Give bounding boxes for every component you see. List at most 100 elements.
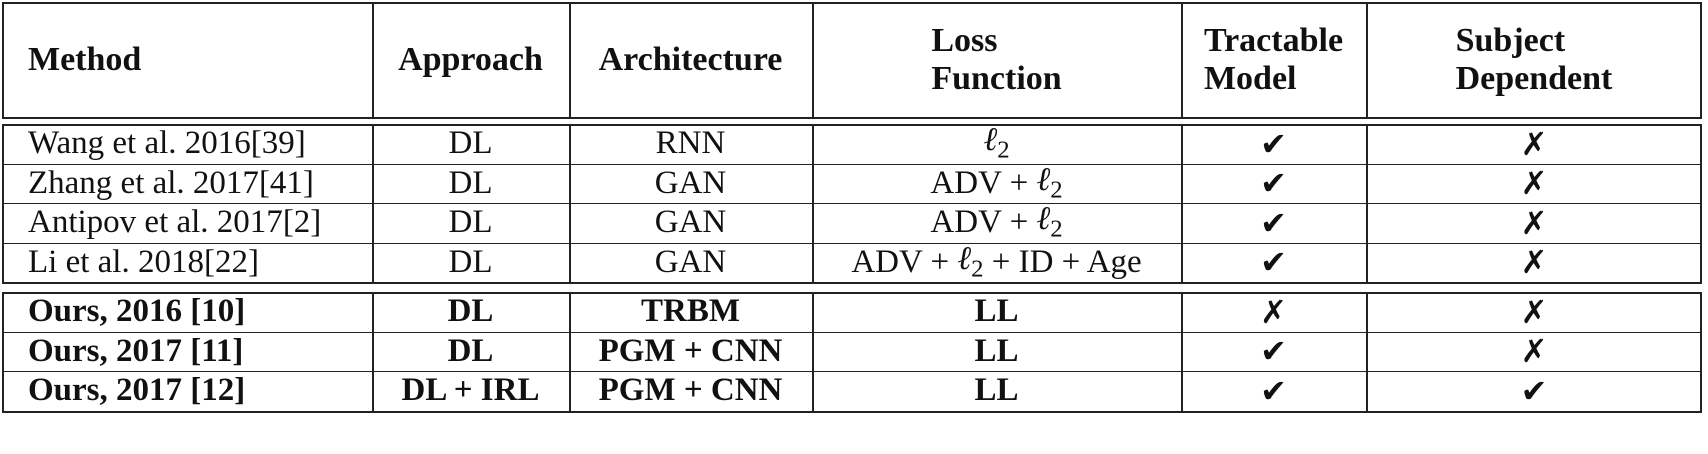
group1-bottom-border — [2, 282, 1702, 284]
method-cell: Wang et al. 2016 [39] — [2, 124, 372, 164]
group1-top-border — [2, 124, 1702, 126]
method-cell: Antipov et al. 2017 [2] — [2, 203, 372, 243]
citation-link[interactable]: [22] — [203, 243, 259, 280]
method-name: Ours, 2017 — [28, 332, 191, 369]
column-divider — [1366, 124, 1368, 284]
subject-dependent-mark: ✗ — [1366, 124, 1702, 164]
header-tractable-model: Tractable Model — [1181, 2, 1366, 117]
loss-cell: ADV + ℓ2 — [812, 161, 1181, 204]
architecture-value: GAN — [654, 204, 727, 241]
column-divider — [1366, 2, 1368, 119]
architecture-cell: GAN — [569, 203, 812, 243]
architecture-cell: PGM + CNN — [569, 332, 812, 372]
column-divider — [1181, 2, 1183, 119]
approach-cell: DL + IRL — [372, 371, 569, 411]
method-name: Wang et al. 2016 — [28, 125, 251, 162]
subject-dependent-mark: ✗ — [1366, 243, 1702, 283]
method-cell: Ours, 2017 [12] — [2, 371, 372, 411]
group2-top-border — [2, 292, 1702, 294]
l2-subscript: 2 — [1050, 176, 1063, 204]
loss-cell: LL — [812, 292, 1181, 332]
approach-cell: DL — [372, 332, 569, 372]
architecture-cell: PGM + CNN — [569, 371, 812, 411]
cross-mark-icon: ✗ — [1520, 243, 1548, 282]
column-divider — [2, 2, 4, 119]
approach-value: DL — [447, 332, 494, 369]
column-divider — [2, 124, 4, 284]
cross-mark-icon: ✗ — [1520, 124, 1548, 163]
architecture-value: PGM + CNN — [598, 332, 783, 369]
approach-cell: DL — [372, 164, 569, 204]
row-divider — [2, 331, 1702, 333]
row-divider — [2, 242, 1702, 244]
l2-letter: ℓ — [1036, 161, 1051, 198]
column-divider — [569, 2, 571, 119]
mark-icon: ✔ — [1520, 371, 1548, 410]
header-top-border — [2, 2, 1702, 4]
subject-dependent-mark: ✗ — [1366, 292, 1702, 332]
approach-cell: DL — [372, 243, 569, 283]
citation-link[interactable]: [41] — [258, 164, 314, 201]
column-divider — [1181, 124, 1183, 284]
column-divider — [812, 292, 814, 413]
column-divider — [1700, 124, 1702, 284]
loss-value: LL — [974, 372, 1019, 409]
cross-mark-icon: ✗ — [1520, 203, 1548, 242]
header-subject-dependent: Subject Dependent — [1366, 2, 1702, 117]
l2-norm-symbol: ℓ2 — [957, 241, 983, 284]
method-name: Ours, 2017 — [28, 372, 191, 409]
loss-cell: ℓ2 — [812, 122, 1181, 165]
header-line: Loss — [931, 21, 998, 59]
method-name: Ours, 2016 — [28, 293, 191, 330]
loss-suffix: + ID + Age — [983, 243, 1142, 280]
mark-icon: ✔ — [1260, 371, 1287, 410]
header-loss-function: Loss Function — [812, 2, 1181, 117]
method-cell: Li et al. 2018 [22] — [2, 243, 372, 283]
l2-norm-symbol: ℓ2 — [983, 122, 1009, 165]
subject-dependent-mark: ✗ — [1366, 203, 1702, 243]
header-line: Function — [931, 59, 1062, 97]
header-method: Method — [2, 2, 372, 117]
method-cell: Ours, 2016 [10] — [2, 292, 372, 332]
citation-link[interactable]: [12] — [190, 372, 246, 409]
loss-value: LL — [974, 332, 1019, 369]
approach-cell: DL — [372, 292, 569, 332]
approach-value: DL — [447, 293, 494, 330]
loss-cell: ADV + ℓ2 — [812, 201, 1181, 244]
row-divider — [2, 163, 1702, 165]
citation-link[interactable]: [2] — [282, 204, 322, 241]
column-divider — [372, 2, 374, 119]
loss-cell: LL — [812, 371, 1181, 411]
l2-letter: ℓ — [1036, 201, 1051, 238]
architecture-cell: RNN — [569, 124, 812, 164]
column-divider — [372, 292, 374, 413]
citation-link[interactable]: [11] — [190, 332, 244, 369]
column-divider — [569, 124, 571, 284]
mark-icon: ✔ — [1260, 332, 1287, 371]
tractable-mark: ✗ — [1181, 292, 1366, 332]
column-divider — [569, 292, 571, 413]
tractable-mark: ✔ — [1181, 243, 1366, 283]
column-divider — [2, 292, 4, 413]
table-bottom-border — [2, 410, 1702, 413]
header-text-block: Tractable Model — [1204, 22, 1343, 98]
header-line: Model — [1203, 59, 1297, 97]
citation-link[interactable]: [10] — [190, 293, 246, 330]
loss-prefix: ADV + — [930, 164, 1037, 201]
subject-dependent-mark: ✗ — [1366, 164, 1702, 204]
row-divider — [2, 203, 1702, 204]
loss-value: LL — [974, 293, 1019, 330]
citation-link[interactable]: [39] — [250, 125, 306, 162]
column-divider — [1700, 292, 1702, 413]
column-divider — [1181, 292, 1183, 413]
approach-value: DL — [448, 125, 493, 162]
column-divider — [372, 124, 374, 284]
loss-prefix: ADV + — [930, 204, 1037, 241]
column-divider — [812, 2, 814, 119]
architecture-value: GAN — [654, 243, 727, 280]
method-name: Zhang et al. 2017 — [28, 164, 259, 201]
header-bottom-border — [2, 117, 1702, 119]
l2-subscript: 2 — [1050, 216, 1063, 244]
architecture-cell: GAN — [569, 243, 812, 283]
header-architecture: Architecture — [569, 2, 812, 117]
